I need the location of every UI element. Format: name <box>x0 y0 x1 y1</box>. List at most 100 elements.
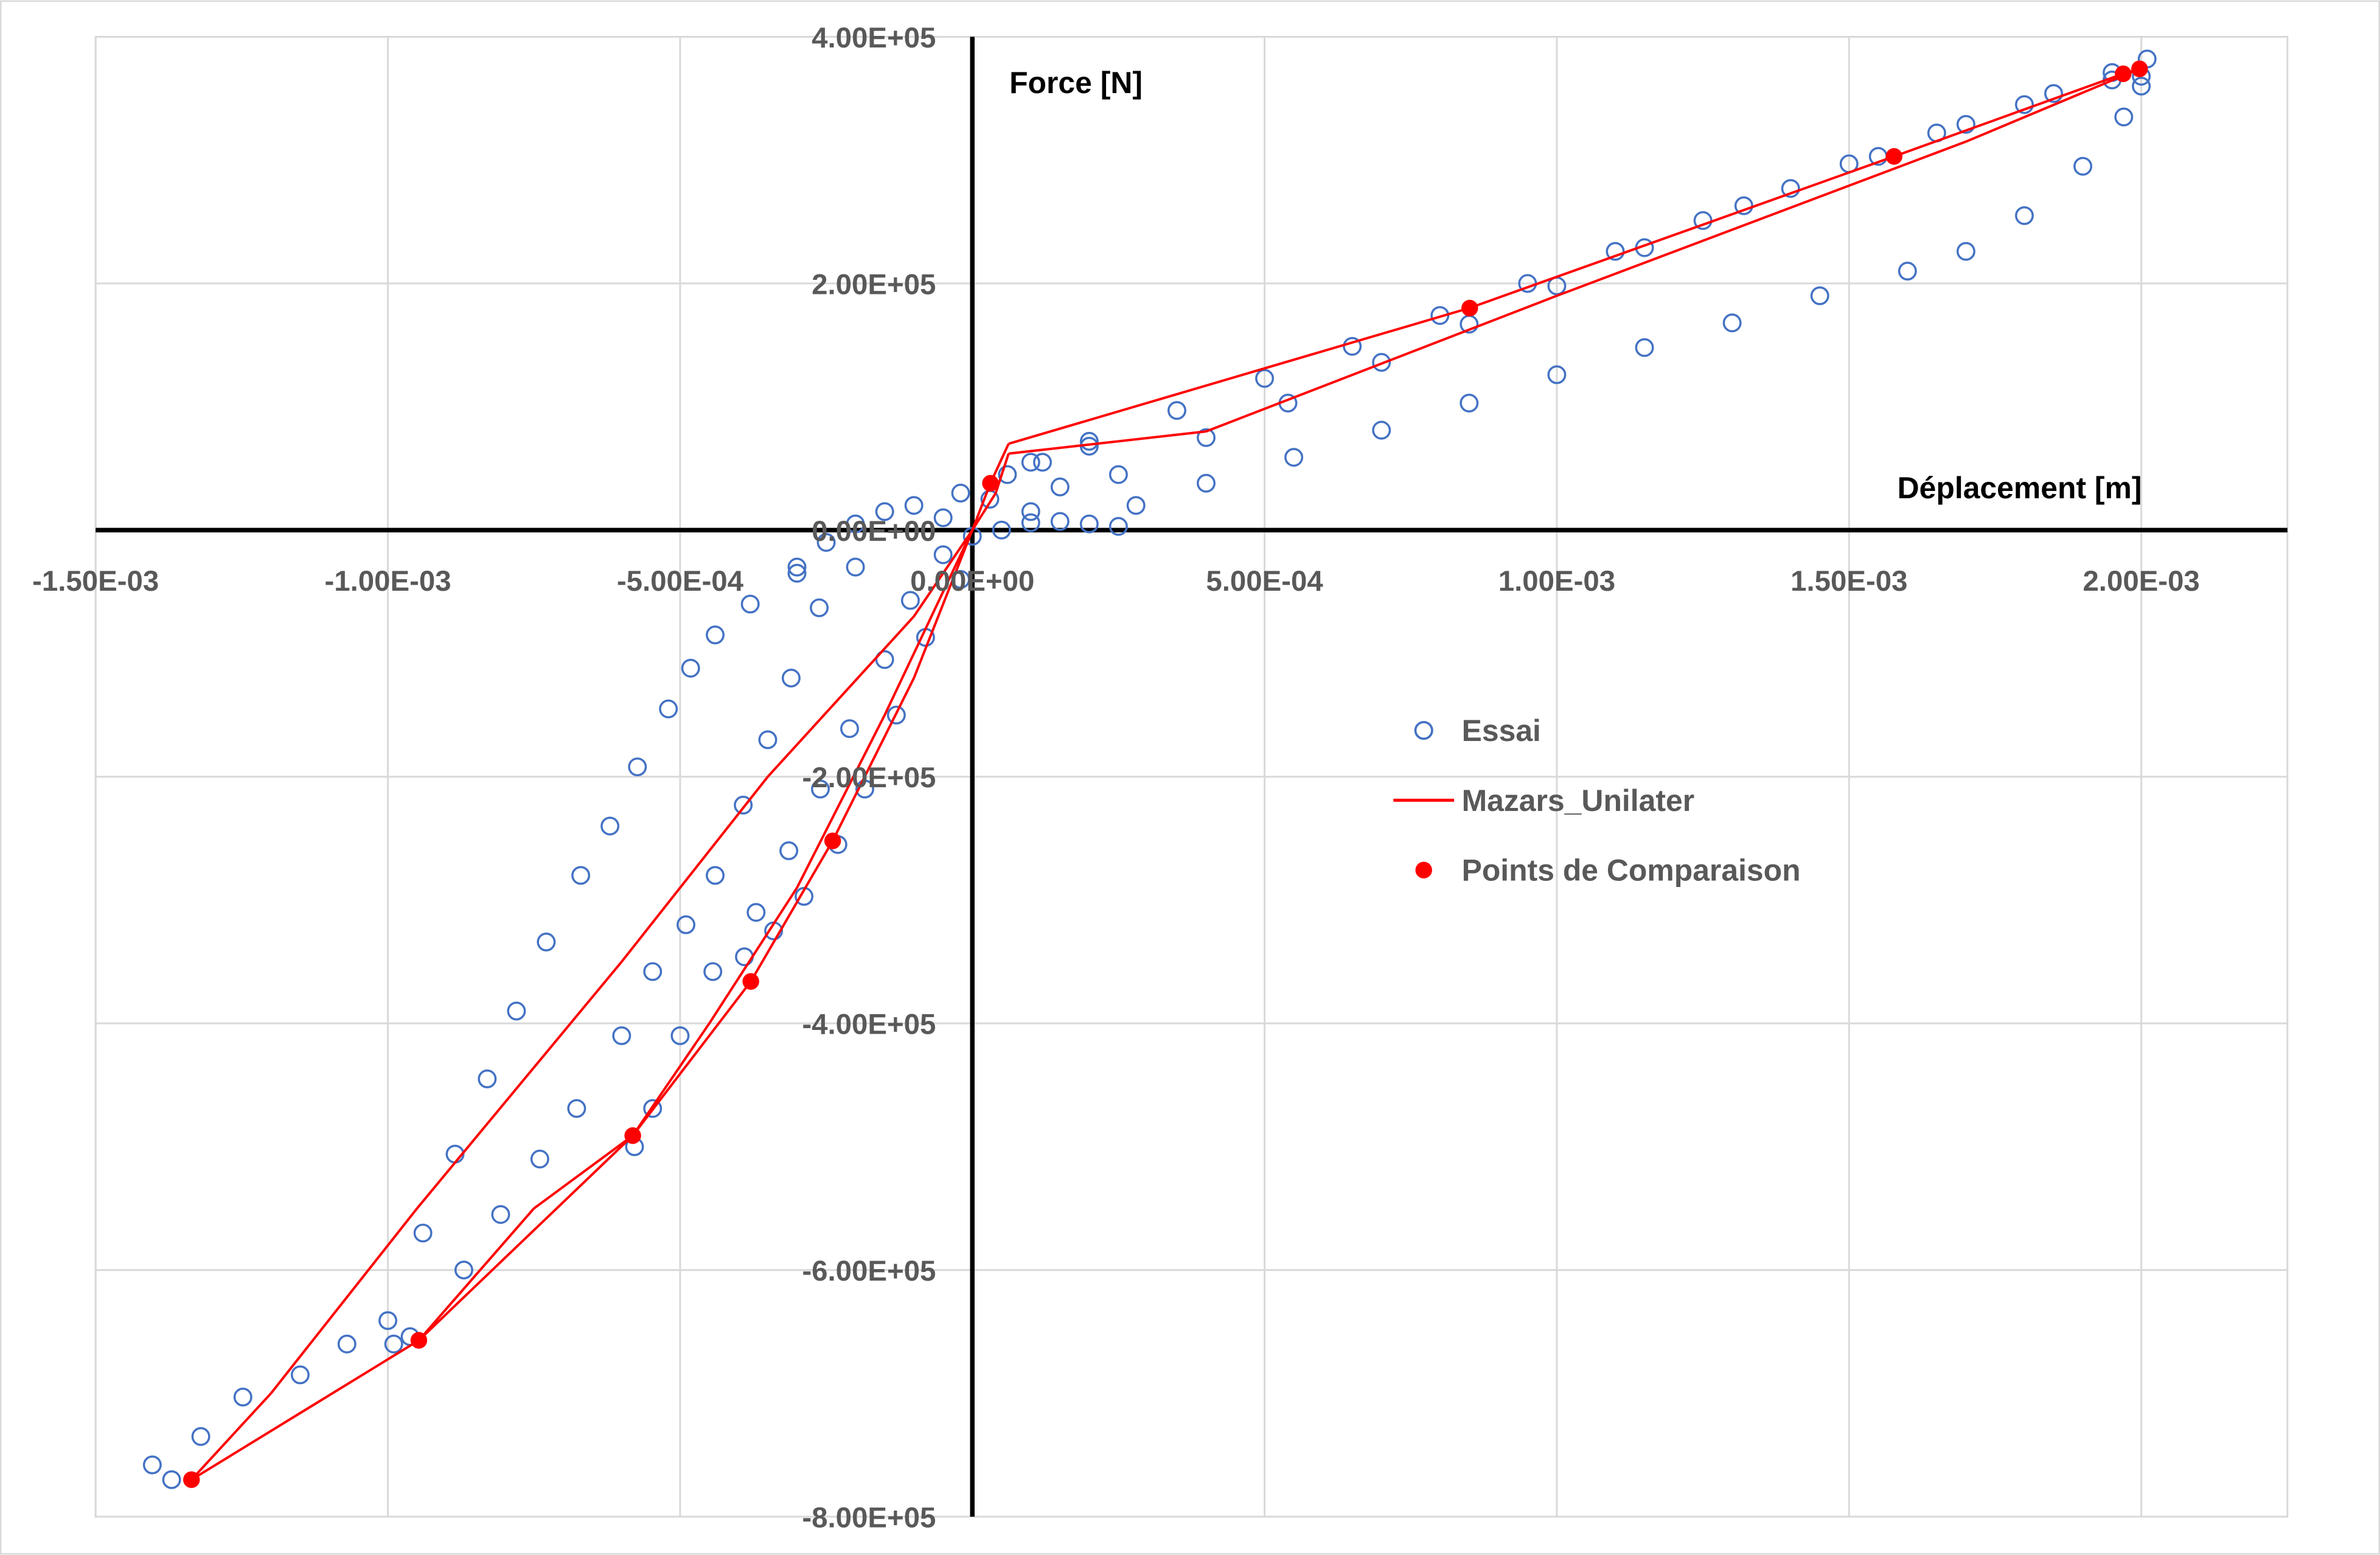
essai-point <box>2044 84 2063 103</box>
essai-point <box>933 545 953 565</box>
series-mazars-unilater <box>190 68 2140 1481</box>
series-essai <box>142 49 2157 1489</box>
mazars-line-segment <box>417 1207 535 1341</box>
essai-point <box>413 1223 433 1243</box>
x-axis-title: Déplacement [m] <box>1898 471 2142 505</box>
mazars-line-segment <box>971 492 997 531</box>
essai-point <box>2132 77 2151 96</box>
mazars-line-segment <box>418 1135 634 1341</box>
essai-point <box>233 1387 252 1407</box>
essai-point <box>1810 286 1829 305</box>
essai-point <box>643 962 663 981</box>
legend: Essai Mazars_Unilater Points de Comparai… <box>1393 714 1801 888</box>
essai-point <box>681 658 700 678</box>
mazars-line-segment <box>1205 294 1557 433</box>
essai-point <box>787 563 807 583</box>
essai-point <box>875 650 894 669</box>
mazars-line-segment <box>913 529 973 617</box>
comparison-point <box>824 832 841 849</box>
mazars-line-segment <box>913 529 974 679</box>
essai-point <box>1734 196 1753 215</box>
essai-point <box>162 1470 181 1489</box>
essai-point <box>810 779 830 799</box>
comparison-point <box>410 1332 428 1349</box>
mazars-line-segment <box>416 961 623 1209</box>
essai-point <box>378 1311 397 1331</box>
essai-point <box>1898 262 1917 281</box>
mazars-line-segment <box>750 840 834 983</box>
essai-point <box>2114 107 2134 127</box>
essai-point <box>2015 206 2034 225</box>
essai-point <box>530 1149 549 1169</box>
essai-point <box>1343 336 1362 356</box>
mazars-line-segment <box>767 615 915 778</box>
comparison-point <box>2115 65 2132 83</box>
comparison-point <box>1885 148 1902 165</box>
essai-point <box>740 594 760 614</box>
legend-points-label: Points de Comparaison <box>1462 854 1801 888</box>
essai-point <box>337 1334 357 1354</box>
essai-point <box>478 1069 497 1088</box>
essai-point <box>1547 365 1567 384</box>
mazars-line-segment <box>621 776 769 963</box>
legend-essai-label: Essai <box>1462 714 1541 748</box>
essai-point <box>1956 242 1975 261</box>
y-axis-title: Force [N] <box>1009 66 1143 100</box>
essai-point <box>781 669 801 688</box>
essai-point <box>290 1365 310 1385</box>
essai-point <box>1079 431 1099 451</box>
essai-point <box>746 903 766 922</box>
essai-point <box>1108 465 1128 484</box>
tick-labels: -1.50E-03 -1.00E-03 -5.00E-04 0.00E+00 5.00E… <box>32 22 2200 1534</box>
essai-point <box>810 598 829 617</box>
comparison-point <box>624 1127 641 1144</box>
essai-point <box>787 557 807 577</box>
essai-point <box>779 841 799 860</box>
y-tick-label: 0.00E+00 <box>812 515 936 548</box>
mazars-line-segment <box>1965 68 2140 143</box>
essai-point <box>454 1261 473 1280</box>
essai-point <box>612 1026 632 1045</box>
mazars-line-segment <box>190 1339 420 1481</box>
axes <box>96 37 2288 1517</box>
essai-point <box>951 484 970 503</box>
essai-point <box>1606 242 1625 261</box>
y-tick-label: -8.00E+05 <box>802 1501 936 1534</box>
essai-point <box>567 1099 586 1118</box>
essai-point <box>677 915 695 934</box>
essai-point <box>2015 95 2034 114</box>
x-tick-label: 5.00E-04 <box>1206 565 1323 597</box>
essai-point <box>643 1099 663 1118</box>
mazars-line-segment <box>1008 430 1206 455</box>
mazars-line-segment <box>796 714 886 889</box>
essai-point <box>840 719 859 739</box>
comparison-point <box>1461 299 1478 317</box>
legend-essai-marker-icon <box>1414 721 1433 740</box>
comparison-point <box>982 475 999 492</box>
essai-point <box>992 520 1011 540</box>
essai-point <box>886 705 906 725</box>
essai-point <box>1021 502 1040 521</box>
essai-point <box>734 795 753 815</box>
essai-point <box>855 779 874 799</box>
essai-point <box>703 962 723 981</box>
essai-point <box>1050 512 1070 531</box>
essai-point <box>1284 448 1304 467</box>
y-tick-label: 4.00E+05 <box>812 22 936 54</box>
essai-point <box>1781 179 1800 198</box>
mazars-line-segment <box>270 1208 419 1394</box>
x-tick-label: 2.00E-03 <box>2082 565 2199 597</box>
essai-point <box>1021 513 1040 532</box>
essai-point <box>491 1205 510 1224</box>
essai-point <box>998 465 1017 484</box>
essai-point <box>659 699 678 718</box>
essai-point <box>600 816 620 836</box>
y-tick-label: -6.00E+05 <box>802 1255 936 1287</box>
essai-point <box>706 625 725 645</box>
mazars-line-segment <box>190 1392 272 1481</box>
mazars-line-segment <box>831 677 915 842</box>
x-tick-label: 1.00E-03 <box>1498 565 1615 597</box>
essai-point <box>1108 517 1128 536</box>
essai-point <box>571 866 591 885</box>
